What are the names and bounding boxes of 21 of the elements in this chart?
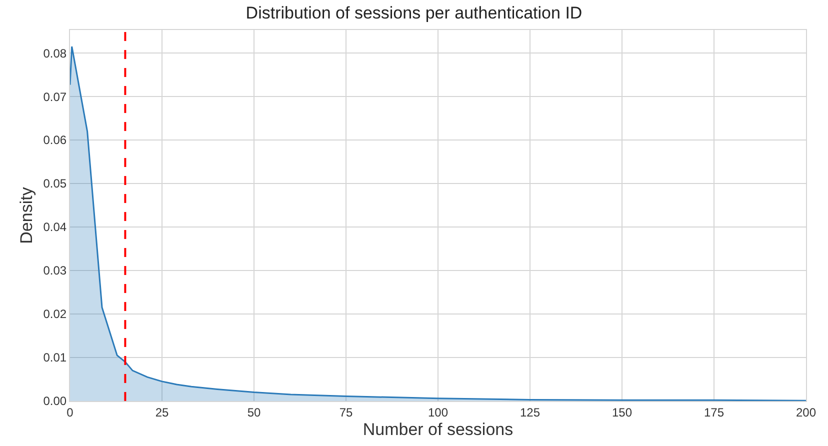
y-tick-label: 0.07 [43, 90, 67, 104]
y-tick-label: 0.04 [43, 220, 67, 234]
y-axis-title: Density [16, 186, 36, 244]
y-tick-label: 0.01 [43, 350, 67, 365]
x-tick-label: 75 [339, 405, 353, 420]
y-tick-label: 0.00 [43, 394, 67, 408]
x-tick-label: 125 [520, 405, 540, 420]
y-tick-label: 0.05 [43, 176, 67, 191]
chart-title: Distribution of sessions per authentication ID [246, 4, 582, 23]
y-tick-label: 0.06 [43, 133, 67, 148]
y-tick-label: 0.08 [43, 46, 67, 60]
x-axis-title: Number of sessions [362, 420, 514, 439]
x-tick-label: 175 [704, 405, 724, 420]
x-tick-label: 100 [428, 405, 448, 420]
x-tick-label: 50 [247, 405, 261, 420]
y-tick-label: 0.02 [43, 307, 67, 322]
x-tick-label: 150 [612, 405, 632, 420]
y-tick-label: 0.03 [43, 264, 67, 278]
x-tick-label: 200 [796, 405, 816, 420]
x-tick-label: 25 [155, 405, 169, 420]
x-tick-label: 0 [66, 405, 74, 420]
